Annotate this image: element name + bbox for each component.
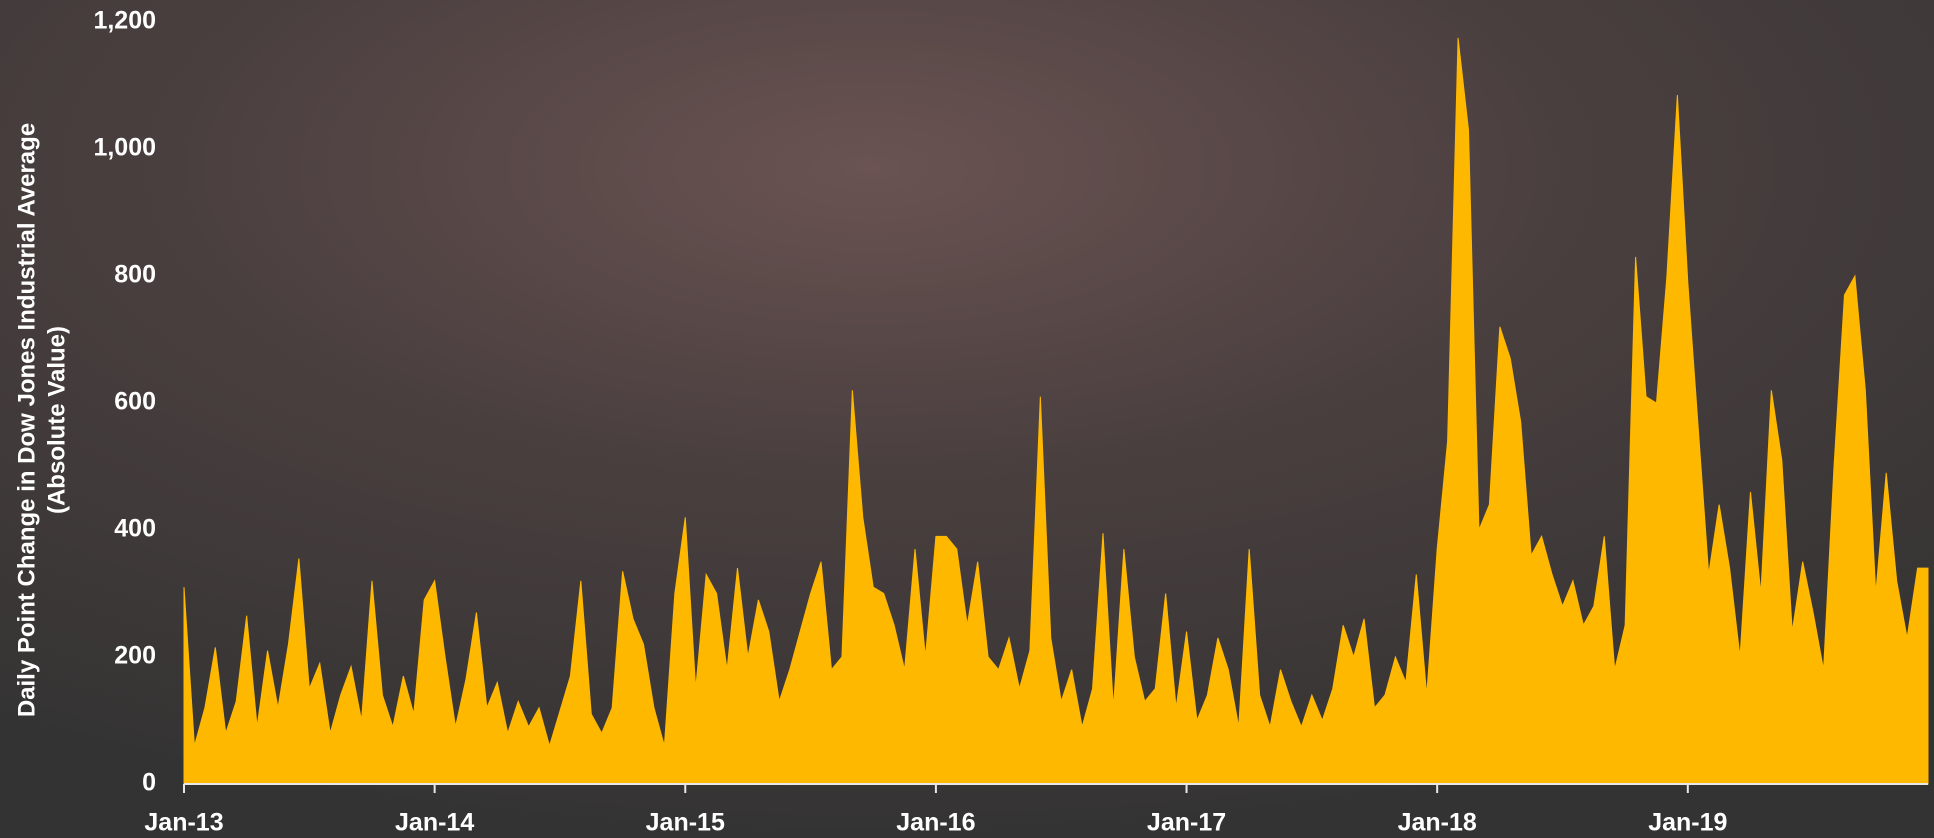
y-tick-label: 0 <box>142 769 156 797</box>
y-axis-label-line: Daily Point Change in Dow Jones Industri… <box>13 123 40 717</box>
y-axis-label-line: (Absolute Value) <box>43 326 70 514</box>
y-tick-label: 200 <box>114 642 156 670</box>
x-tick-label: Jan-18 <box>1398 809 1477 837</box>
y-tick-label: 1,000 <box>93 134 156 162</box>
x-tick-label: Jan-13 <box>144 809 223 837</box>
y-tick-label: 800 <box>114 261 156 289</box>
x-tick-label: Jan-14 <box>395 809 474 837</box>
x-tick-label: Jan-17 <box>1147 809 1226 837</box>
y-tick-label: 1,200 <box>93 7 156 35</box>
y-tick-label: 600 <box>114 388 156 416</box>
x-tick-label: Jan-19 <box>1648 809 1727 837</box>
x-tick-label: Jan-15 <box>646 809 725 837</box>
y-tick-label: 400 <box>114 515 156 543</box>
y-axis-label: Daily Point Change in Dow Jones Industri… <box>13 123 70 717</box>
x-tick-label: Jan-16 <box>896 809 975 837</box>
area <box>183 37 1929 785</box>
